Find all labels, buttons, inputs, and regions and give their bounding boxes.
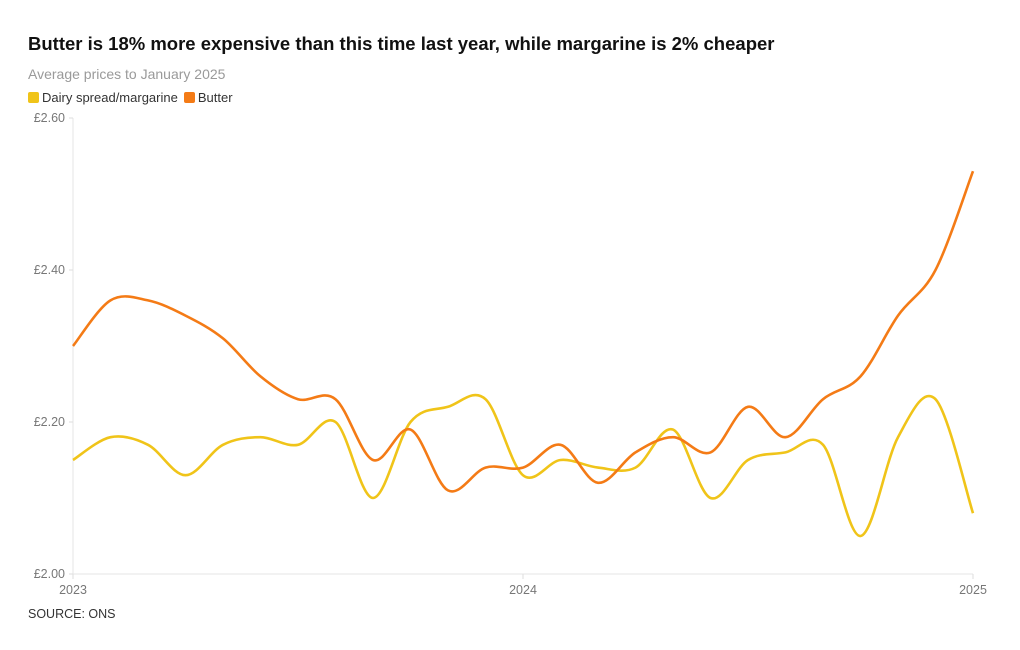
legend-label-butter: Butter [197, 90, 233, 105]
legend-item-margarine: Dairy spread/margarine [28, 90, 178, 105]
x-tick-label: 2025 [959, 583, 987, 597]
series-line-margarine [72, 393, 975, 538]
y-tick-label: £2.40 [34, 263, 65, 277]
legend-item-butter: Butter [183, 90, 233, 105]
chart-title: Butter is 18% more expensive than this t… [28, 33, 775, 54]
series-line-butter [71, 170, 975, 493]
y-tick-label: £2.00 [34, 567, 65, 581]
legend-swatch-margarine [28, 92, 39, 103]
x-tick-label: 2023 [59, 583, 87, 597]
source-note: SOURCE: ONS [28, 607, 116, 621]
legend-swatch-butter [183, 92, 195, 103]
legend: Dairy spread/margarine Butter [28, 90, 233, 105]
x-tick-label: 2024 [509, 583, 537, 597]
y-tick-label: £2.60 [34, 111, 65, 125]
chart-subtitle: Average prices to January 2025 [28, 66, 226, 82]
y-tick-label: £2.20 [34, 415, 65, 429]
legend-label-margarine: Dairy spread/margarine [42, 90, 178, 105]
